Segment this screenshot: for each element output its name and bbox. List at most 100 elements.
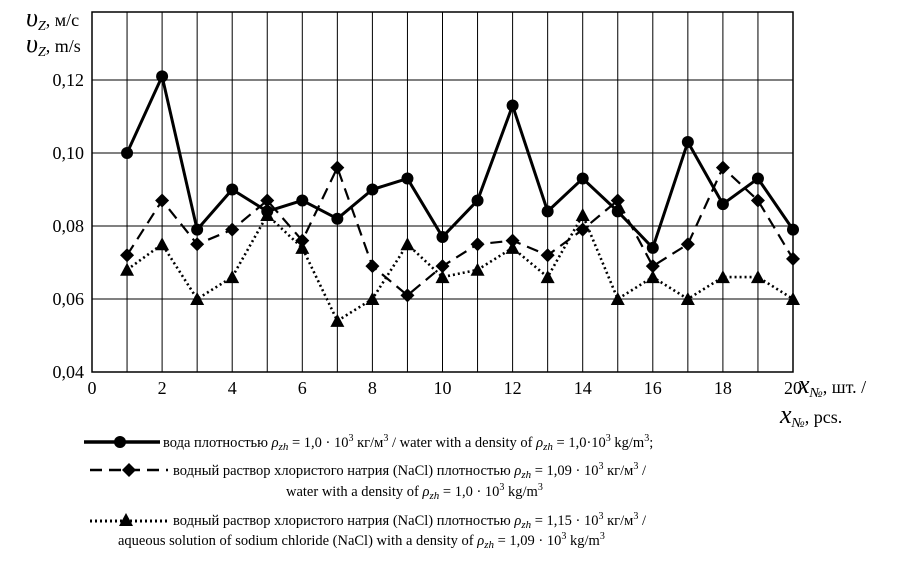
x-tick-label: 10: [434, 378, 452, 398]
data-point-circle: [576, 172, 589, 185]
data-point-diamond: [575, 222, 590, 237]
data-point-triangle: [190, 292, 205, 305]
data-point-triangle: [225, 270, 240, 284]
data-point-diamond: [295, 233, 310, 248]
data-point-diamond: [715, 160, 730, 175]
data-point-triangle: [610, 292, 625, 305]
data-point-triangle: [365, 292, 380, 305]
data-point-circle: [261, 205, 274, 218]
series-line: [126, 166, 794, 297]
data-point-diamond: [260, 193, 275, 208]
data-point-triangle: [680, 292, 695, 305]
y-axis-label-ru: υZ, м/с: [26, 3, 79, 34]
data-point-diamond: [610, 193, 625, 208]
legend-entry-nacl-109: водный раствор хлористого натрия (NaCl) …: [90, 461, 647, 502]
data-point-circle: [611, 205, 624, 218]
y-tick-label: 0,08: [53, 216, 85, 236]
series-line: [126, 213, 794, 323]
series-line: [125, 74, 795, 250]
data-point-circle: [366, 183, 379, 196]
data-point-triangle: [575, 208, 590, 222]
data-series: [120, 70, 800, 327]
legend-entry-water: вода плотностью ρzh = 1,0 · 103 кг/м3 / …: [84, 433, 653, 453]
data-point-triangle: [120, 262, 135, 276]
data-point-circle: [506, 99, 519, 112]
data-point-triangle: [435, 270, 450, 284]
x-tick-label: 14: [574, 378, 592, 398]
data-point-circle: [471, 194, 484, 207]
series-solid: [121, 70, 799, 254]
data-point-triangle: [470, 262, 485, 276]
data-point-triangle: [786, 292, 800, 305]
data-point-circle: [156, 70, 169, 83]
data-point-triangle: [330, 313, 345, 327]
x-tick-label: 18: [714, 378, 732, 398]
data-point-diamond: [750, 193, 765, 208]
data-point-triangle: [400, 237, 415, 251]
data-point-triangle: [155, 237, 170, 251]
x-tick-label: 12: [504, 378, 522, 398]
legend-marker-triangle: [119, 513, 133, 526]
data-point-circle: [296, 194, 309, 207]
y-tick-label: 0,10: [53, 143, 85, 163]
x-tick-label: 6: [298, 378, 307, 398]
series-dashed: [120, 160, 800, 303]
legend: вода плотностью ρzh = 1,0 · 103 кг/м3 / …: [84, 433, 653, 551]
data-point-diamond: [400, 288, 415, 303]
data-point-circle: [226, 183, 239, 196]
data-point-circle: [436, 230, 449, 243]
data-point-triangle: [750, 270, 765, 284]
data-point-diamond: [435, 259, 450, 274]
x-tick-label: 0: [88, 378, 97, 398]
legend-entry-nacl-115: водный раствор хлористого натрия (NaCl) …: [90, 511, 647, 551]
x-axis-label-en: x№, pcs.: [779, 400, 842, 431]
data-point-circle: [121, 147, 134, 159]
data-point-circle: [716, 198, 729, 211]
x-tick-labels: 0 2 4 6 8 10 12 14 16 18 20: [88, 378, 803, 398]
legend-marker-diamond: [122, 463, 136, 477]
data-point-circle: [787, 223, 799, 236]
x-tick-label: 8: [368, 378, 377, 398]
y-tick-label: 0,04: [53, 362, 85, 382]
x-tick-label: 16: [644, 378, 662, 398]
y-axis-label-en: υZ, m/s: [26, 29, 81, 60]
y-tick-label: 0,06: [53, 289, 85, 309]
data-point-diamond: [120, 248, 135, 263]
y-tick-labels: 0,04 0,06 0,08 0,10 0,12: [53, 70, 85, 382]
data-point-triangle: [540, 270, 555, 284]
x-axis-label-ru: x№, шт. /: [797, 370, 866, 401]
legend-text-3b: aqueous solution of sodium chloride (NaC…: [118, 531, 605, 551]
data-point-circle: [751, 172, 764, 185]
data-point-circle: [331, 212, 344, 225]
data-point-diamond: [225, 222, 240, 237]
legend-text-1: вода плотностью ρzh = 1,0 · 103 кг/м3 / …: [163, 433, 653, 453]
data-point-circle: [646, 241, 659, 254]
x-tick-label: 2: [158, 378, 167, 398]
data-point-diamond: [786, 251, 800, 266]
data-point-diamond: [365, 259, 380, 274]
plot-frame: [91, 11, 794, 373]
x-tick-label: 4: [228, 378, 237, 398]
data-point-diamond: [505, 233, 520, 248]
legend-text-3a: водный раствор хлористого натрия (NaCl) …: [173, 511, 647, 531]
data-point-diamond: [190, 237, 205, 252]
data-point-circle: [541, 205, 554, 218]
grid-lines: [92, 12, 793, 372]
legend-text-2b: water with a density of ρzh = 1,0 · 103 …: [286, 482, 543, 502]
data-point-diamond: [470, 237, 485, 252]
data-point-diamond: [155, 193, 170, 208]
data-point-triangle: [645, 270, 660, 284]
data-point-circle: [681, 136, 694, 149]
data-point-diamond: [645, 259, 660, 274]
legend-marker-circle: [114, 436, 126, 448]
data-point-circle: [401, 172, 414, 185]
legend-text-2a: водный раствор хлористого натрия (NaCl) …: [173, 461, 647, 481]
x-tick-label: 20: [784, 378, 802, 398]
data-point-circle: [191, 223, 204, 236]
data-point-triangle: [715, 270, 730, 284]
data-point-diamond: [540, 248, 555, 263]
data-point-diamond: [330, 160, 345, 175]
data-point-diamond: [680, 237, 695, 252]
y-tick-label: 0,12: [53, 70, 85, 90]
